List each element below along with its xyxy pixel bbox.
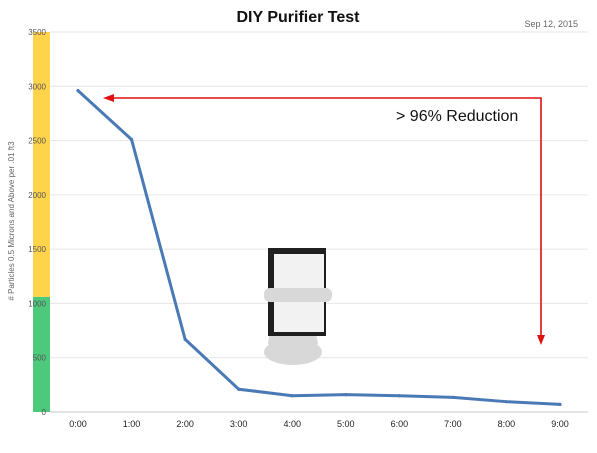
data-point — [397, 394, 401, 398]
y-tick-label: 0 — [42, 408, 47, 417]
band-1 — [33, 32, 50, 297]
data-point — [558, 402, 562, 406]
y-tick-labels: 0 500 1000 1500 2000 2500 3000 3500 — [28, 28, 46, 417]
data-point — [76, 89, 80, 93]
band-0 — [33, 296, 50, 412]
chart-date: Sep 12, 2015 — [524, 19, 578, 29]
y-tick-label: 3500 — [28, 28, 46, 37]
reduction-annotation: > 96% Reduction — [103, 94, 545, 345]
x-tick-label: 9:00 — [551, 419, 569, 429]
data-point — [290, 394, 294, 398]
y-tick-label: 2500 — [28, 137, 46, 146]
x-tick-label: 7:00 — [444, 419, 462, 429]
data-point — [183, 337, 187, 341]
grid-lines — [50, 31, 588, 413]
series-line — [76, 89, 562, 406]
x-tick-label: 3:00 — [230, 419, 248, 429]
x-tick-label: 2:00 — [176, 419, 194, 429]
y-tick-label: 3000 — [28, 82, 46, 91]
x-tick-labels: 0:00 1:00 2:00 3:00 4:00 5:00 6:00 7:00 8:00 9:00 — [69, 419, 569, 429]
data-point — [237, 387, 241, 391]
annotation-arrowhead-down — [537, 335, 545, 345]
x-tick-label: 8:00 — [498, 419, 516, 429]
data-point — [451, 395, 455, 399]
x-tick-label: 4:00 — [283, 419, 301, 429]
x-tick-label: 1:00 — [123, 419, 141, 429]
annotation-text: > 96% Reduction — [396, 108, 518, 125]
purifier-image — [264, 248, 332, 365]
x-tick-label: 6:00 — [391, 419, 409, 429]
data-point — [344, 393, 348, 397]
y-axis-label: # Particles 0.5 Microns and Above per .0… — [7, 141, 16, 301]
annotation-arrowhead-left — [103, 94, 114, 102]
purifier-strap — [264, 288, 332, 302]
data-point — [504, 400, 509, 404]
y-tick-label: 1000 — [28, 299, 46, 308]
chart-title: DIY Purifier Test — [237, 9, 361, 26]
series-layer — [76, 89, 562, 406]
y-tick-label: 500 — [33, 354, 47, 363]
x-tick-label: 0:00 — [69, 419, 87, 429]
color-bands — [33, 32, 50, 412]
annotation-bracket — [112, 97, 542, 338]
data-point — [129, 137, 134, 142]
y-tick-label: 2000 — [28, 191, 46, 200]
x-tick-label: 5:00 — [337, 419, 355, 429]
y-tick-label: 1500 — [28, 245, 46, 254]
